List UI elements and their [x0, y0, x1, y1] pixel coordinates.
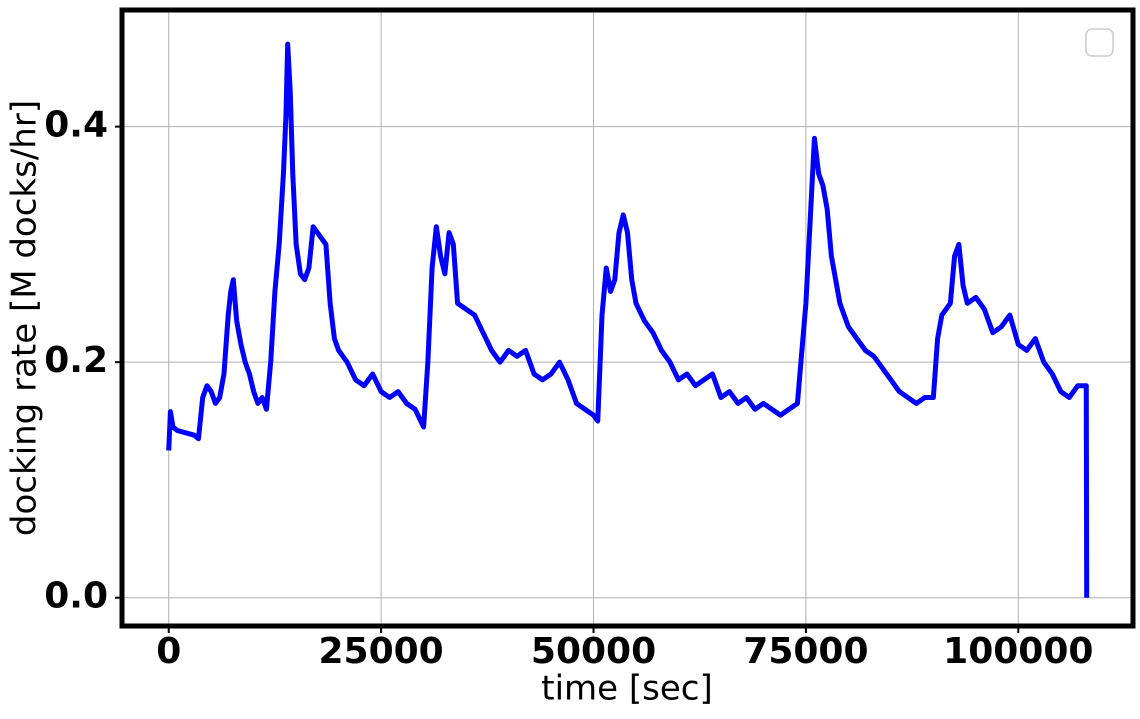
x-tick-label: 25000: [318, 631, 443, 672]
x-tick-label: 75000: [743, 631, 868, 672]
x-axis-label: time [sec]: [541, 669, 712, 709]
plot-frame: [119, 7, 1136, 629]
x-tick-label: 100000: [943, 631, 1093, 672]
y-tick-label: 0.4: [44, 105, 108, 146]
y-tick-label: 0.2: [44, 340, 108, 381]
data-line: [166, 41, 1090, 598]
x-tick-label: 50000: [531, 631, 656, 672]
grid: [122, 10, 1133, 626]
y-tick-label: 0.0: [44, 576, 108, 617]
legend-box: [1085, 28, 1114, 57]
y-axis-label: docking rate [M docks/hr]: [5, 100, 45, 536]
x-tick-label: 0: [156, 631, 181, 672]
